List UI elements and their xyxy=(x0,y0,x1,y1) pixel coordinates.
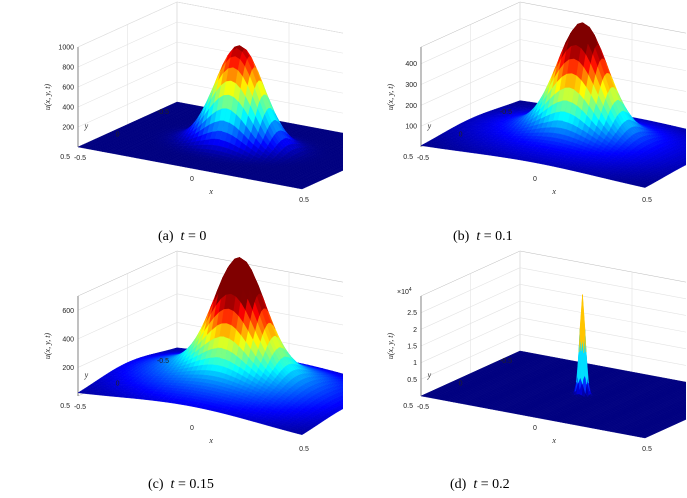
x-tick-label: 0.5 xyxy=(642,197,652,204)
surface xyxy=(420,22,686,188)
x-axis-label: x xyxy=(208,187,213,196)
caption-var: t xyxy=(180,229,185,244)
z-tick-label: 1000 xyxy=(58,45,74,52)
caption-eq: = 0.1 xyxy=(483,229,513,244)
caption: (a) t = 0 xyxy=(158,229,206,245)
y-axis-label: y xyxy=(84,121,89,130)
surface-plot: 200 400 600 800 1000 -0.5 0 0.5 -0.5 0 0.5 x y u(x, y… xyxy=(43,1,343,204)
z-tick-label: 600 xyxy=(62,85,74,92)
z-tick-label: 200 xyxy=(62,125,74,132)
surface-cell xyxy=(682,160,686,164)
panel-a: 200 400 600 800 1000 -0.5 0 0.5 -0.5 0 0.5 x y u(x, y… xyxy=(0,0,343,249)
z-tick-label: 300 xyxy=(405,82,417,89)
caption-label: (a) xyxy=(158,229,174,244)
z-tick-label: 800 xyxy=(62,65,74,72)
z-tick-label: 400 xyxy=(62,105,74,112)
x-tick-label: 0 xyxy=(190,176,194,183)
panel-c: 200 400 600 -0.5 0 0.5 -0.5 0 0.5 x y u(x, y, t) (c… xyxy=(0,249,343,498)
caption-var: t xyxy=(476,229,481,244)
y-tick-label: 0 xyxy=(459,132,463,139)
surface-cell xyxy=(339,154,343,157)
z-axis-label: u(x, y, t) xyxy=(386,84,395,111)
y-tick-label: 0 xyxy=(116,132,120,139)
x-tick-label: -0.5 xyxy=(74,155,86,162)
surface-cell xyxy=(339,167,343,170)
surface-plot: 100 200 300 400 -0.5 0 0.5 -0.5 0 0.5 x y u(x, y, t) xyxy=(386,1,686,204)
surface-cell xyxy=(296,186,305,190)
z-tick-label: 100 xyxy=(405,124,417,131)
surface-cell xyxy=(593,103,602,121)
x-tick-label: 0.5 xyxy=(299,197,309,204)
caption: (b) t = 0.1 xyxy=(453,229,513,245)
caption-label: (b) xyxy=(453,229,470,244)
y-tick-label: 0.5 xyxy=(403,154,413,161)
surface-cell xyxy=(245,115,254,133)
y-axis-label: y xyxy=(427,121,432,130)
y-tick-label: -0.5 xyxy=(157,109,169,116)
surface-cell xyxy=(339,142,343,145)
x-axis-label: x xyxy=(551,187,556,196)
panel-b: 100 200 300 400 -0.5 0 0.5 -0.5 0 0.5 x y u(x, y, t)… xyxy=(343,0,686,249)
y-tick-label: -0.5 xyxy=(500,109,512,116)
z-tick-label: 400 xyxy=(405,61,417,68)
surface-cell xyxy=(639,185,648,188)
x-tick-label: -0.5 xyxy=(417,155,429,162)
caption-eq: = 0 xyxy=(187,229,207,244)
z-axis-label: u(x, y, t) xyxy=(43,84,52,111)
y-tick-label: 0.5 xyxy=(60,154,70,161)
surface xyxy=(77,45,343,190)
z-tick-label: 200 xyxy=(405,103,417,110)
surface xyxy=(77,257,343,435)
x-tick-label: 0 xyxy=(533,176,537,183)
